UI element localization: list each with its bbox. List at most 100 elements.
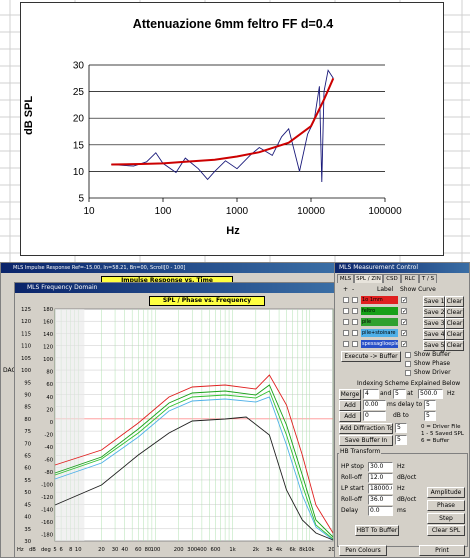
frequency-tick: 60: [135, 547, 142, 553]
curve-4-show-checkbox[interactable]: ✓: [401, 330, 408, 337]
step-button[interactable]: Step: [427, 513, 465, 524]
curve-4-save-button[interactable]: Save 4: [423, 329, 445, 340]
curve-2-clear-button[interactable]: Clear: [445, 307, 464, 318]
rolloff-2-unit: dB/oct: [397, 496, 417, 503]
add-delay-input[interactable]: 0.00: [363, 400, 386, 410]
curve-4-plus-checkbox[interactable]: [343, 330, 349, 336]
rolloff-1-input[interactable]: 12.0: [368, 473, 393, 483]
add-delay-mid-label: ms delay to: [387, 401, 423, 408]
frequency-tick: 8: [69, 547, 72, 553]
hbt-to-buffer-button[interactable]: HBT To Buffer: [355, 525, 399, 536]
impulse-window-titlebar[interactable]: MLS Impulse Response Ref=-15.00, In=58.2…: [1, 263, 335, 273]
chart-gridlines: [89, 64, 385, 199]
response-curve-4: [54, 396, 334, 541]
curve-5-plus-checkbox[interactable]: [343, 341, 349, 347]
control-panel-titlebar[interactable]: MLS Measurement Control: [335, 263, 469, 273]
delay-input[interactable]: 0.0: [368, 506, 393, 516]
lp-start-input[interactable]: 18000.0: [368, 484, 393, 494]
tab-rlc[interactable]: RLC: [401, 274, 419, 283]
print-button[interactable]: Print: [419, 545, 465, 556]
tab-csd[interactable]: CSD: [383, 274, 401, 283]
curve-5-save-button[interactable]: Save 5: [423, 340, 445, 351]
curve-3-show-checkbox[interactable]: ✓: [401, 319, 408, 326]
excel-chart[interactable]: Attenuazione 6mm feltro FF d=0.4 dB SPL …: [20, 2, 444, 256]
spl-tick: 40: [24, 515, 31, 521]
show-buffer-checkbox[interactable]: [405, 352, 411, 358]
curve-5-clear-button[interactable]: Clear: [445, 340, 464, 351]
curve-2-label[interactable]: feltro: [361, 307, 398, 315]
show-driver-checkbox[interactable]: [405, 370, 411, 376]
merge-b-input[interactable]: 5: [393, 389, 406, 399]
curve-5-minus-checkbox[interactable]: [352, 341, 358, 347]
curve-2-show-checkbox[interactable]: ✓: [401, 308, 408, 315]
curve-1-plus-checkbox[interactable]: [343, 297, 349, 303]
spl-tick: 105: [21, 356, 31, 362]
rolloff-2-input[interactable]: 36.0: [368, 495, 393, 505]
curve-1-clear-button[interactable]: Clear: [445, 296, 464, 307]
curve-4-label[interactable]: pile+stoinare: [361, 329, 398, 337]
diffraction-target-input[interactable]: 5: [395, 423, 407, 433]
curve-3-label[interactable]: pile: [361, 318, 398, 326]
pen-colours-button[interactable]: Pen Colours: [339, 545, 387, 556]
save-buffer-target-input[interactable]: 5: [395, 435, 407, 445]
frequency-window-titlebar[interactable]: MLS Frequency Domain: [15, 283, 335, 293]
header-minus: -: [352, 286, 355, 293]
curve-3-save-button[interactable]: Save 3: [423, 318, 445, 329]
frequency-tick: 20: [98, 547, 105, 553]
curve-3-plus-checkbox[interactable]: [343, 319, 349, 325]
x-tick-label: 100000: [368, 206, 402, 217]
add-db-button[interactable]: Add: [339, 411, 361, 422]
curve-1-minus-checkbox[interactable]: [352, 297, 358, 303]
tab-mls[interactable]: MLS: [337, 274, 354, 283]
add-delay-button[interactable]: Add: [339, 400, 361, 411]
merge-frequency-input[interactable]: 500.0: [418, 389, 443, 399]
frequency-tick: 200: [174, 547, 184, 553]
amplitude-button[interactable]: Amplitude: [427, 487, 465, 498]
add-db-input[interactable]: 0: [363, 411, 386, 421]
show-phase-checkbox[interactable]: [405, 361, 411, 367]
spl-tick: 55: [24, 478, 31, 484]
add-db-target-input[interactable]: 5: [424, 411, 436, 421]
frequency-window-title: MLS Frequency Domain: [27, 284, 98, 291]
tab-ts[interactable]: T / S: [419, 274, 437, 283]
curve-4-minus-checkbox[interactable]: [352, 330, 358, 336]
curve-4-clear-button[interactable]: Clear: [445, 329, 464, 340]
spl-tick: 110: [21, 344, 31, 350]
legend-line-1: 0 = Driver File: [421, 424, 461, 430]
frequency-tick: 600: [211, 547, 221, 553]
curve-1-show-checkbox[interactable]: ✓: [401, 297, 408, 304]
merge-unit-label: Hz: [447, 390, 455, 397]
curve-5-label[interactable]: spessaglioeple: [361, 340, 398, 348]
mls-measurement-control-panel[interactable]: MLS Measurement Control MLS SPL / ZIN CS…: [334, 262, 470, 558]
add-diffraction-button[interactable]: Add Diffraction To: [339, 423, 393, 434]
save-buffer-in-button[interactable]: Save Buffer In: [339, 435, 393, 446]
spl-phase-tab-label[interactable]: SPL / Phase vs. Frequency: [149, 296, 265, 306]
spl-tick: 45: [24, 502, 31, 508]
add-delay-target-input[interactable]: 5: [424, 400, 436, 410]
phase-tick-labels: 180 160 140 120 100 80 60 40 20 0 -20 -40 -60 -80 -100…: [41, 307, 53, 539]
curve-1-label[interactable]: 1o 1mm: [361, 296, 398, 304]
hp-stop-input[interactable]: 30.0: [368, 462, 393, 472]
merge-button[interactable]: Merge: [339, 389, 361, 400]
curve-2-minus-checkbox[interactable]: [352, 308, 358, 314]
phase-button[interactable]: Phase: [427, 500, 465, 511]
curve-5-show-checkbox[interactable]: ✓: [401, 341, 408, 348]
curve-3-minus-checkbox[interactable]: [352, 319, 358, 325]
impulse-window-title: MLS Impulse Response Ref=-15.00, In=58.2…: [13, 265, 186, 271]
clear-spl-button[interactable]: Clear SPL: [427, 525, 465, 536]
frequency-domain-window[interactable]: MLS Frequency Domain SPL / Phase vs. Fre…: [14, 282, 336, 558]
spl-tick: 65: [24, 454, 31, 460]
curve-3-clear-button[interactable]: Clear: [445, 318, 464, 329]
spl-tick: 85: [24, 405, 31, 411]
phase-tick: -40: [45, 445, 53, 451]
execute-to-buffer-button[interactable]: Execute -> Buffer: [341, 351, 401, 362]
tab-spl-zin[interactable]: SPL / ZIN: [354, 274, 383, 283]
curve-1-save-button[interactable]: Save 1: [423, 296, 445, 307]
tab-ts-label: T / S: [421, 276, 435, 282]
curve-2-plus-checkbox[interactable]: [343, 308, 349, 314]
response-curve-2: [54, 384, 334, 538]
chart-series: [111, 69, 335, 183]
curve-2-save-button[interactable]: Save 2: [423, 307, 445, 318]
frequency-tick: 300: [187, 547, 197, 553]
merge-a-input[interactable]: 4: [363, 389, 379, 399]
